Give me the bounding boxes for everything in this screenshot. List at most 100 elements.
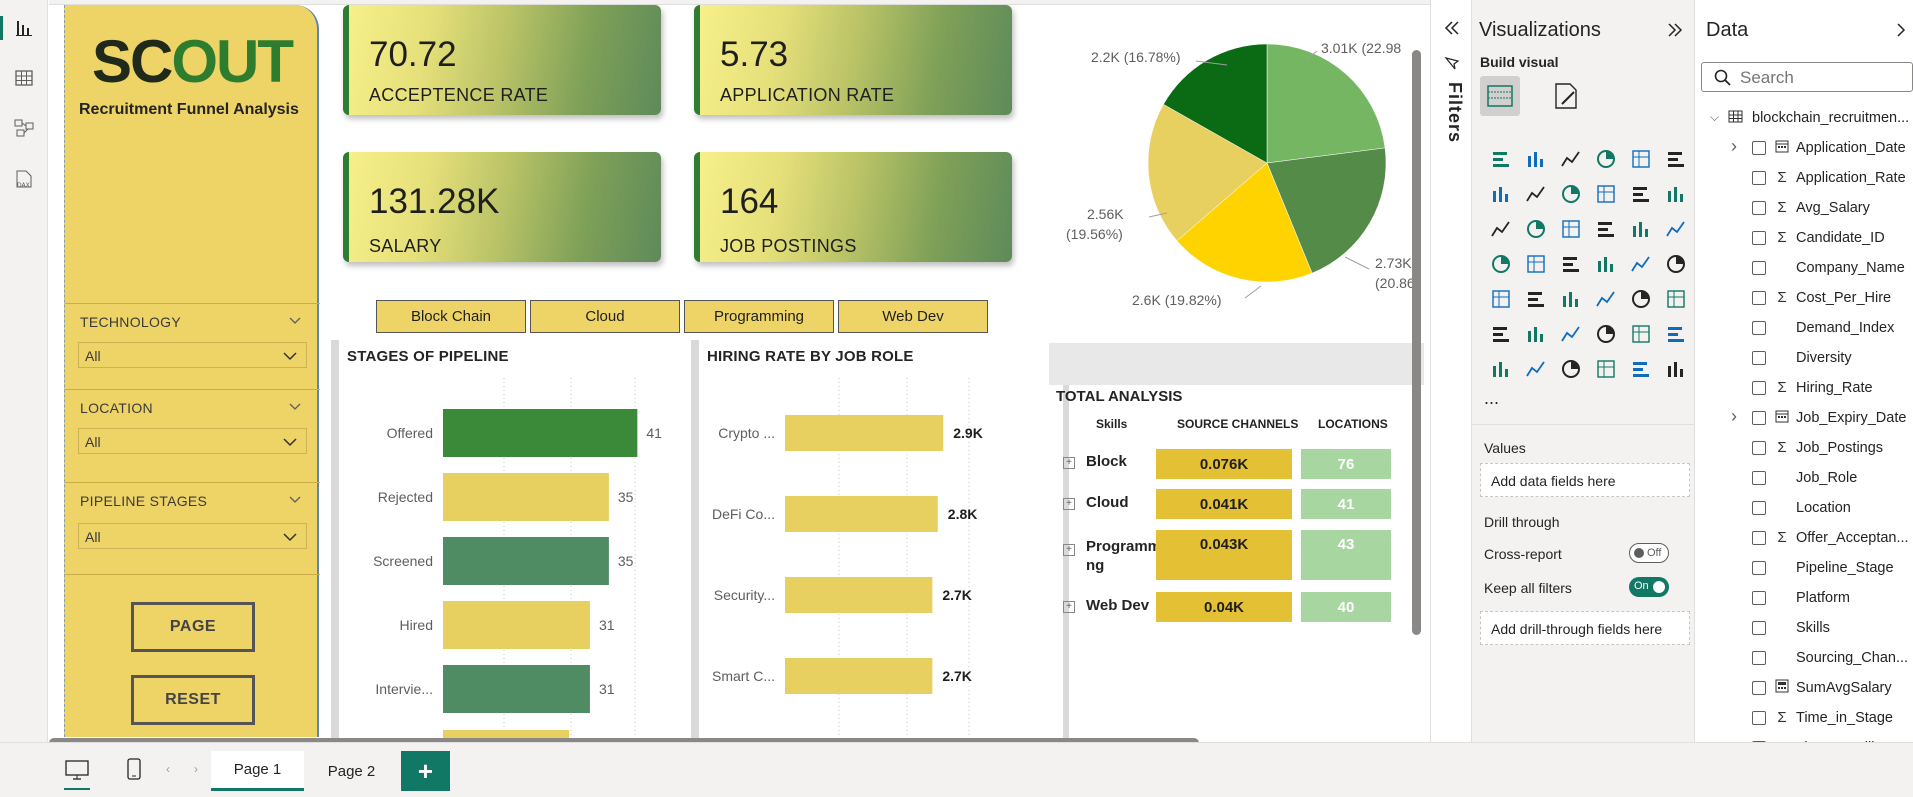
filters-label[interactable]: Filters bbox=[1445, 82, 1465, 144]
field-checkbox[interactable] bbox=[1752, 501, 1766, 515]
page-tab-2[interactable]: Page 2 bbox=[327, 762, 376, 780]
visual-type-icon[interactable] bbox=[1630, 323, 1652, 345]
visual-type-icon[interactable] bbox=[1665, 148, 1687, 170]
visual-type-icon[interactable] bbox=[1595, 148, 1617, 170]
model-view-icon[interactable] bbox=[8, 112, 40, 144]
field-checkbox[interactable] bbox=[1752, 681, 1766, 695]
chevron-right-icon[interactable]: › bbox=[1731, 136, 1737, 156]
data-field[interactable]: Demand_Index bbox=[1696, 316, 1913, 340]
visual-type-icon[interactable] bbox=[1630, 288, 1652, 310]
expand-row-icon[interactable]: + bbox=[1063, 498, 1075, 510]
field-checkbox[interactable] bbox=[1752, 351, 1766, 365]
visual-type-icon[interactable] bbox=[1490, 218, 1512, 240]
data-field[interactable]: › Application_Date bbox=[1696, 136, 1913, 160]
data-field[interactable]: Σ Application_Rate bbox=[1696, 166, 1913, 190]
keep-filters-toggle[interactable]: On bbox=[1629, 577, 1669, 597]
matrix-header[interactable]: Skills bbox=[1096, 417, 1128, 431]
data-field[interactable]: Location bbox=[1696, 496, 1913, 520]
visual-type-icon[interactable] bbox=[1525, 288, 1547, 310]
visual-type-icon[interactable] bbox=[1665, 218, 1687, 240]
matrix-header[interactable]: LOCATIONS bbox=[1318, 417, 1388, 431]
visual-type-icon[interactable] bbox=[1525, 148, 1547, 170]
reset-button[interactable]: RESET bbox=[131, 675, 255, 725]
field-checkbox[interactable] bbox=[1752, 471, 1766, 485]
visual-type-icon[interactable] bbox=[1665, 253, 1687, 275]
field-checkbox[interactable] bbox=[1752, 231, 1766, 245]
dax-query-view-icon[interactable]: DAX bbox=[8, 163, 40, 195]
filter-funnel-icon[interactable] bbox=[1444, 55, 1460, 76]
search-input[interactable] bbox=[1740, 68, 1910, 88]
location-dropdown[interactable]: All bbox=[78, 428, 307, 454]
visual-type-icon[interactable] bbox=[1595, 253, 1617, 275]
stages-of-pipeline-visual[interactable]: STAGES OF PIPELINE Offered 41 Rejected 35 Sc… bbox=[331, 340, 691, 740]
more-visuals-button[interactable]: ... bbox=[1484, 388, 1500, 408]
page-button[interactable]: PAGE bbox=[131, 602, 255, 652]
visual-type-icon[interactable] bbox=[1560, 253, 1582, 275]
data-field[interactable]: Σ Job_Postings bbox=[1696, 436, 1913, 460]
pie-visual[interactable]: 2.2K (16.78%) 3.01K (22.98 2.56K (19.56%… bbox=[1049, 5, 1424, 343]
visual-type-icon[interactable] bbox=[1595, 218, 1617, 240]
visual-type-icon[interactable] bbox=[1665, 288, 1687, 310]
visual-type-icon[interactable] bbox=[1630, 358, 1652, 380]
table-view-icon[interactable] bbox=[8, 62, 40, 94]
add-page-button[interactable]: + bbox=[401, 751, 450, 791]
visual-type-icon[interactable] bbox=[1490, 253, 1512, 275]
page-tab-1[interactable]: Page 1 bbox=[211, 751, 304, 791]
field-checkbox[interactable] bbox=[1752, 651, 1766, 665]
cloud-button[interactable]: Cloud bbox=[530, 300, 680, 333]
collapse-filters-icon[interactable] bbox=[1443, 20, 1461, 41]
previous-page-icon[interactable]: ‹ bbox=[166, 762, 170, 776]
expand-pane-icon[interactable] bbox=[1666, 22, 1684, 43]
visual-type-icon[interactable] bbox=[1560, 288, 1582, 310]
drill-through-field-well[interactable]: Add drill-through fields here bbox=[1480, 611, 1690, 645]
visual-type-icon[interactable] bbox=[1490, 148, 1512, 170]
visual-type-icon[interactable] bbox=[1490, 323, 1512, 345]
field-checkbox[interactable] bbox=[1752, 591, 1766, 605]
visual-type-icon[interactable] bbox=[1525, 253, 1547, 275]
report-view-icon[interactable] bbox=[0, 12, 40, 44]
visual-type-icon[interactable] bbox=[1595, 358, 1617, 380]
data-field[interactable]: Σ Offer_Acceptan... bbox=[1696, 526, 1913, 550]
total-analysis-matrix[interactable]: TOTAL ANALYSIS Skills SOURCE CHANNELS LO… bbox=[1051, 382, 1421, 632]
data-field[interactable]: Platform bbox=[1696, 586, 1913, 610]
matrix-header[interactable]: SOURCE CHANNELS bbox=[1177, 417, 1299, 431]
field-checkbox[interactable] bbox=[1752, 381, 1766, 395]
expand-row-icon[interactable]: + bbox=[1063, 601, 1075, 613]
data-field[interactable]: Sourcing_Chan... bbox=[1696, 646, 1913, 670]
visual-type-icon[interactable] bbox=[1560, 148, 1582, 170]
visual-type-icon[interactable] bbox=[1595, 183, 1617, 205]
chevron-right-icon[interactable]: › bbox=[1731, 406, 1737, 426]
collapse-data-icon[interactable] bbox=[1895, 22, 1909, 43]
field-checkbox[interactable] bbox=[1752, 441, 1766, 455]
visual-type-icon[interactable] bbox=[1490, 183, 1512, 205]
visual-type-icon[interactable] bbox=[1595, 288, 1617, 310]
vertical-scrollbar[interactable] bbox=[1412, 50, 1421, 635]
field-checkbox[interactable] bbox=[1752, 531, 1766, 545]
data-field[interactable]: Job_Role bbox=[1696, 466, 1913, 490]
visual-type-icon[interactable] bbox=[1560, 218, 1582, 240]
visual-type-icon[interactable] bbox=[1525, 358, 1547, 380]
visual-type-icon[interactable] bbox=[1490, 358, 1512, 380]
data-field[interactable]: Σ Hiring_Rate bbox=[1696, 376, 1913, 400]
field-checkbox[interactable] bbox=[1752, 171, 1766, 185]
visual-type-icon[interactable] bbox=[1630, 218, 1652, 240]
cross-report-toggle[interactable]: Off bbox=[1629, 543, 1669, 563]
data-field[interactable]: Σ Cost_Per_Hire bbox=[1696, 286, 1913, 310]
data-field[interactable]: Σ Avg_Salary bbox=[1696, 196, 1913, 220]
blockchain-button[interactable]: Block Chain bbox=[376, 300, 526, 333]
field-checkbox[interactable] bbox=[1752, 711, 1766, 725]
visual-type-icon[interactable] bbox=[1665, 358, 1687, 380]
visual-type-icon[interactable] bbox=[1630, 148, 1652, 170]
hiring-rate-visual[interactable]: HIRING RATE BY JOB ROLE Crypto ... 2.9K De… bbox=[691, 340, 1061, 740]
expand-row-icon[interactable]: + bbox=[1063, 544, 1075, 556]
visual-type-icon[interactable] bbox=[1595, 323, 1617, 345]
visual-type-icon[interactable] bbox=[1665, 183, 1687, 205]
data-field[interactable]: SumAvgSalary bbox=[1696, 676, 1913, 700]
data-field[interactable]: Σ Candidate_ID bbox=[1696, 226, 1913, 250]
visual-type-icon[interactable] bbox=[1525, 218, 1547, 240]
pipeline-stages-dropdown[interactable]: All bbox=[78, 523, 307, 549]
data-field[interactable]: › Job_Expiry_Date bbox=[1696, 406, 1913, 430]
field-checkbox[interactable] bbox=[1752, 321, 1766, 335]
format-visual-icon[interactable] bbox=[1550, 80, 1584, 117]
mobile-layout-icon[interactable] bbox=[126, 757, 142, 786]
